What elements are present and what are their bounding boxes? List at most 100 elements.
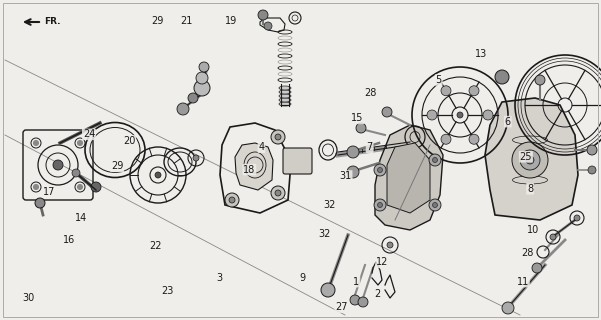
Circle shape (34, 140, 38, 146)
Text: 25: 25 (520, 152, 532, 162)
Circle shape (91, 182, 101, 192)
Circle shape (550, 234, 556, 240)
Polygon shape (235, 143, 273, 190)
Text: 31: 31 (340, 171, 352, 181)
Circle shape (469, 86, 479, 96)
Text: 15: 15 (352, 113, 364, 124)
Text: 20: 20 (123, 136, 135, 146)
Circle shape (78, 140, 82, 146)
Text: 8: 8 (527, 184, 533, 194)
Text: 14: 14 (75, 212, 87, 223)
Circle shape (258, 10, 268, 20)
Circle shape (512, 142, 548, 178)
Circle shape (196, 72, 208, 84)
Circle shape (377, 203, 382, 207)
Text: 9: 9 (299, 273, 305, 284)
Circle shape (356, 123, 366, 133)
Circle shape (225, 193, 239, 207)
Text: 11: 11 (517, 276, 529, 287)
Circle shape (587, 145, 597, 155)
Text: 32: 32 (323, 200, 335, 210)
Ellipse shape (279, 90, 291, 94)
Circle shape (78, 185, 82, 189)
Circle shape (429, 199, 441, 211)
Text: 27: 27 (335, 302, 347, 312)
Ellipse shape (279, 98, 291, 102)
Circle shape (275, 190, 281, 196)
Circle shape (271, 186, 285, 200)
Text: 21: 21 (180, 16, 192, 26)
Text: 22: 22 (149, 241, 161, 252)
Circle shape (483, 110, 493, 120)
Text: 1: 1 (353, 276, 359, 287)
Circle shape (441, 86, 451, 96)
Circle shape (271, 130, 285, 144)
Circle shape (433, 203, 438, 207)
Circle shape (264, 22, 272, 30)
Circle shape (588, 166, 596, 174)
Circle shape (520, 150, 540, 170)
Text: 16: 16 (63, 235, 75, 245)
Circle shape (433, 157, 438, 163)
Circle shape (72, 169, 80, 177)
Text: 5: 5 (436, 75, 442, 85)
Text: 24: 24 (83, 129, 95, 140)
Circle shape (457, 112, 463, 118)
Circle shape (53, 160, 63, 170)
Circle shape (321, 283, 335, 297)
Text: 23: 23 (161, 286, 173, 296)
Circle shape (429, 154, 441, 166)
Circle shape (229, 197, 235, 203)
Circle shape (535, 75, 545, 85)
Circle shape (358, 297, 368, 307)
Text: 7: 7 (367, 142, 373, 152)
Circle shape (526, 156, 534, 164)
Polygon shape (375, 125, 443, 230)
Text: 12: 12 (376, 257, 388, 268)
Polygon shape (387, 143, 430, 213)
Circle shape (495, 70, 509, 84)
Circle shape (377, 167, 382, 172)
Text: 29: 29 (111, 161, 123, 172)
Ellipse shape (279, 86, 291, 90)
FancyBboxPatch shape (283, 148, 312, 174)
Text: FR.: FR. (44, 18, 61, 27)
Circle shape (347, 146, 359, 158)
Circle shape (382, 107, 392, 117)
Text: 4: 4 (258, 142, 264, 152)
Circle shape (194, 80, 210, 96)
Circle shape (188, 93, 198, 103)
Circle shape (427, 110, 437, 120)
Text: 2: 2 (374, 289, 380, 300)
Circle shape (441, 134, 451, 144)
Circle shape (34, 185, 38, 189)
Circle shape (199, 62, 209, 72)
Text: 18: 18 (243, 164, 255, 175)
Text: 17: 17 (43, 187, 55, 197)
Circle shape (35, 198, 45, 208)
Circle shape (469, 134, 479, 144)
Text: 10: 10 (527, 225, 539, 236)
Text: 13: 13 (475, 49, 487, 60)
Text: 28: 28 (522, 248, 534, 258)
Circle shape (155, 172, 161, 178)
Circle shape (532, 263, 542, 273)
Ellipse shape (279, 102, 291, 106)
Circle shape (275, 134, 281, 140)
Circle shape (502, 302, 514, 314)
Text: 3: 3 (216, 273, 222, 284)
Text: 30: 30 (23, 292, 35, 303)
Circle shape (193, 155, 199, 161)
Text: 19: 19 (225, 16, 237, 26)
Text: 29: 29 (151, 16, 163, 26)
Ellipse shape (279, 94, 291, 98)
Circle shape (347, 166, 359, 178)
Circle shape (374, 199, 386, 211)
Circle shape (574, 215, 580, 221)
Circle shape (177, 103, 189, 115)
Text: 6: 6 (505, 116, 511, 127)
Circle shape (374, 164, 386, 176)
Polygon shape (485, 98, 578, 220)
Text: 32: 32 (319, 228, 331, 239)
Text: 28: 28 (365, 88, 377, 98)
